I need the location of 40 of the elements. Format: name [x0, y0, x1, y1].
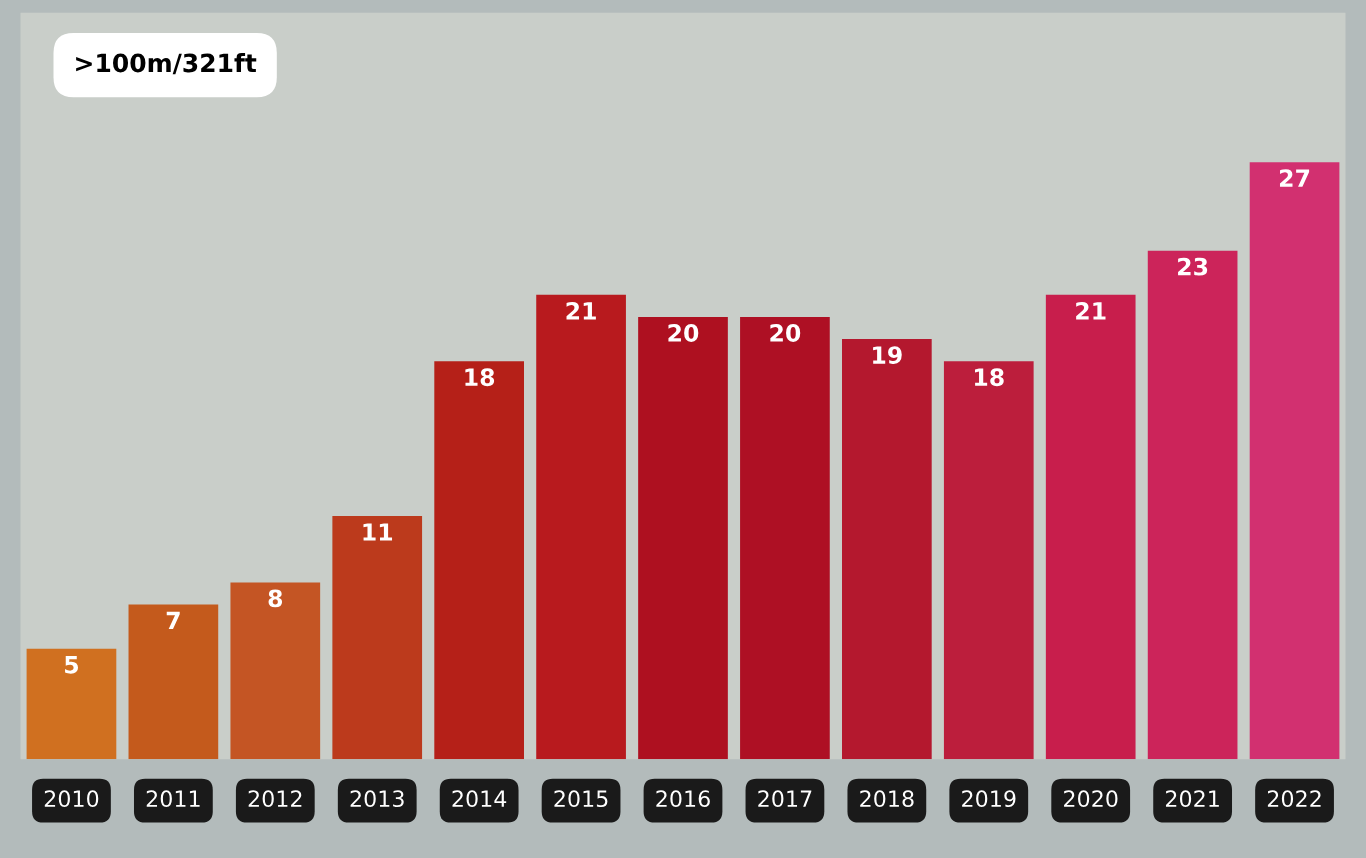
x-tick-label: 2018 [860, 790, 914, 808]
data-label: 20 [668, 324, 699, 342]
bar [1249, 162, 1340, 760]
x-tick-label: 2020 [1064, 790, 1118, 808]
bar [638, 316, 728, 760]
x-tick-label: 2014 [452, 790, 507, 808]
x-tick-label: 2016 [656, 790, 710, 808]
x-tick-label: 2013 [350, 790, 404, 808]
x-tick-label: 2011 [146, 790, 200, 808]
data-label: 21 [1076, 301, 1106, 320]
data-label: 23 [1178, 257, 1208, 276]
bar [332, 516, 423, 760]
data-label: 7 [166, 611, 180, 630]
x-tick-label: 2010 [44, 790, 99, 808]
bar [1147, 250, 1238, 760]
data-label: 18 [975, 368, 1004, 387]
data-label: 5 [65, 656, 79, 674]
data-label: 21 [566, 301, 596, 320]
chart-title: >100m/321ft [76, 53, 257, 75]
x-tick-label: 2019 [962, 790, 1016, 808]
bar [536, 294, 626, 760]
bar [230, 582, 321, 760]
bar [943, 361, 1034, 760]
x-tick-label: 2012 [248, 790, 302, 808]
data-label: 8 [268, 589, 283, 608]
bar [740, 316, 830, 760]
bar [842, 339, 932, 760]
bar [1045, 294, 1136, 760]
bar [128, 604, 219, 760]
data-label: 11 [363, 523, 393, 541]
data-label: 20 [770, 324, 801, 342]
x-tick-label: 2021 [1165, 790, 1219, 808]
data-label: 19 [873, 346, 902, 365]
x-tick-label: 2022 [1267, 790, 1321, 808]
x-tick-label: 2015 [554, 790, 608, 808]
bar [434, 361, 524, 760]
bar [26, 648, 117, 760]
data-label: 27 [1279, 169, 1310, 187]
x-tick-label: 2017 [758, 790, 812, 808]
data-label: 18 [465, 368, 495, 387]
